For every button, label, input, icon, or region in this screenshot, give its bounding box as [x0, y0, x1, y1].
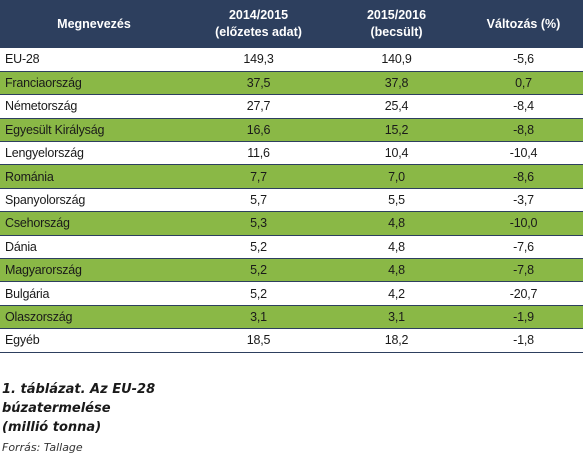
- column-header-2014-2015: 2014/2015 (előzetes adat): [188, 0, 329, 48]
- row-value-2015-2016: 3,1: [388, 309, 405, 324]
- row-country: Franciaország: [5, 76, 82, 91]
- row-value-2014-2015: 5,2: [250, 263, 267, 278]
- row-value-2015-2016: 4,8: [388, 239, 405, 254]
- row-value-2014-2015: 5,7: [250, 193, 267, 208]
- column-header-change-label: Változás (%): [486, 16, 561, 31]
- row-change-percent: -3,7: [513, 193, 534, 208]
- table-row: Németország 27,7 25,4 -8,4: [0, 94, 583, 119]
- table-row: Egyesült Királyság 16,6 15,2 -8,8: [0, 118, 583, 142]
- row-country: EU-28: [5, 52, 40, 67]
- table-row: EU-28 149,3 140,9 -5,6: [0, 48, 583, 72]
- column-header-2015-2016-year: 2015/2016: [366, 8, 427, 22]
- table-row: Csehország 5,3 4,8 -10,0: [0, 211, 583, 236]
- row-value-2015-2016: 140,9: [381, 52, 412, 67]
- caption-source: Forrás: Tallage: [2, 441, 83, 454]
- table-row: Románia 7,7 7,0 -8,6: [0, 164, 583, 189]
- row-value-2014-2015: 37,5: [246, 76, 271, 91]
- column-header-change: Változás (%): [464, 0, 583, 48]
- table-row: Dánia 5,2 4,8 -7,6: [0, 235, 583, 259]
- row-change-percent: -7,6: [513, 239, 534, 254]
- row-change-percent: 0,7: [515, 76, 532, 91]
- row-change-percent: -8,4: [513, 99, 534, 114]
- row-change-percent: -5,6: [513, 52, 534, 67]
- caption-title-line-2: búzatermelése: [2, 401, 111, 416]
- row-value-2014-2015: 18,5: [246, 333, 271, 348]
- table-row: Spanyolország 5,7 5,5 -3,7: [0, 188, 583, 212]
- table-row: Magyarország 5,2 4,8 -7,8: [0, 258, 583, 282]
- table-row: Franciaország 37,5 37,8 0,7: [0, 71, 583, 95]
- row-change-percent: -10,0: [509, 216, 538, 231]
- table-header-row: Megnevezés 2014/2015 (előzetes adat) 201…: [0, 0, 583, 48]
- row-value-2014-2015: 3,1: [250, 309, 267, 324]
- row-value-2014-2015: 11,6: [247, 146, 270, 161]
- row-change-percent: -20,7: [509, 286, 538, 301]
- row-country: Románia: [5, 169, 54, 184]
- row-value-2014-2015: 149,3: [243, 52, 274, 67]
- table-body: EU-28 149,3 140,9 -5,6 Franciaország 37,…: [0, 48, 583, 353]
- row-value-2015-2016: 37,8: [384, 76, 409, 91]
- wheat-production-table-container: Megnevezés 2014/2015 (előzetes adat) 201…: [0, 0, 583, 353]
- row-country: Egyesült Királyság: [5, 122, 105, 137]
- row-value-2014-2015: 27,7: [246, 99, 271, 114]
- column-header-2014-2015-note: (előzetes adat): [215, 25, 302, 39]
- wheat-production-table: Megnevezés 2014/2015 (előzetes adat) 201…: [0, 0, 583, 353]
- row-country: Lengyelország: [5, 146, 84, 161]
- row-country: Dánia: [5, 239, 37, 254]
- row-value-2014-2015: 5,2: [250, 286, 267, 301]
- table-caption: 1. táblázat. Az EU-28 búzatermelése (mil…: [2, 380, 302, 456]
- row-value-2014-2015: 5,3: [250, 216, 267, 231]
- table-row: Lengyelország 11,6 10,4 -10,4: [0, 141, 583, 165]
- caption-unit: (millió tonna): [2, 420, 102, 435]
- row-change-percent: -7,8: [513, 263, 534, 278]
- row-country: Olaszország: [5, 309, 73, 324]
- row-value-2015-2016: 4,8: [388, 263, 405, 278]
- row-change-percent: -1,9: [513, 309, 534, 324]
- row-value-2014-2015: 7,7: [250, 169, 267, 184]
- row-country: Csehország: [5, 216, 70, 231]
- row-change-percent: -10,4: [509, 146, 538, 161]
- row-value-2015-2016: 7,0: [388, 169, 405, 184]
- row-country: Spanyolország: [5, 193, 86, 208]
- row-country: Magyarország: [5, 263, 82, 278]
- row-value-2015-2016: 4,2: [388, 286, 405, 301]
- row-country: Bulgária: [5, 286, 50, 301]
- row-value-2014-2015: 16,6: [246, 122, 271, 137]
- table-row: Olaszország 3,1 3,1 -1,9: [0, 305, 583, 329]
- table-row: Egyéb 18,5 18,2 -1,8: [0, 328, 583, 353]
- row-country: Egyéb: [5, 333, 40, 348]
- column-header-name: Megnevezés: [0, 0, 188, 48]
- row-value-2015-2016: 18,2: [384, 333, 409, 348]
- caption-title-line-1: 1. táblázat. Az EU-28: [2, 382, 156, 397]
- row-country: Németország: [5, 99, 78, 114]
- row-change-percent: -8,8: [513, 122, 534, 137]
- row-value-2015-2016: 10,4: [384, 146, 409, 161]
- column-header-2015-2016-note: (becsült): [370, 25, 423, 39]
- row-change-percent: -8,6: [513, 169, 534, 184]
- table-header: Megnevezés 2014/2015 (előzetes adat) 201…: [0, 0, 583, 48]
- column-header-2015-2016: 2015/2016 (becsült): [329, 0, 464, 48]
- column-header-name-label: Megnevezés: [57, 16, 131, 31]
- row-change-percent: -1,8: [513, 333, 534, 348]
- table-row: Bulgária 5,2 4,2 -20,7: [0, 281, 583, 306]
- row-value-2014-2015: 5,2: [250, 239, 267, 254]
- row-value-2015-2016: 4,8: [388, 216, 405, 231]
- column-header-2014-2015-year: 2014/2015: [228, 8, 289, 22]
- row-value-2015-2016: 25,4: [384, 99, 409, 114]
- row-value-2015-2016: 5,5: [388, 193, 405, 208]
- row-value-2015-2016: 15,2: [384, 122, 409, 137]
